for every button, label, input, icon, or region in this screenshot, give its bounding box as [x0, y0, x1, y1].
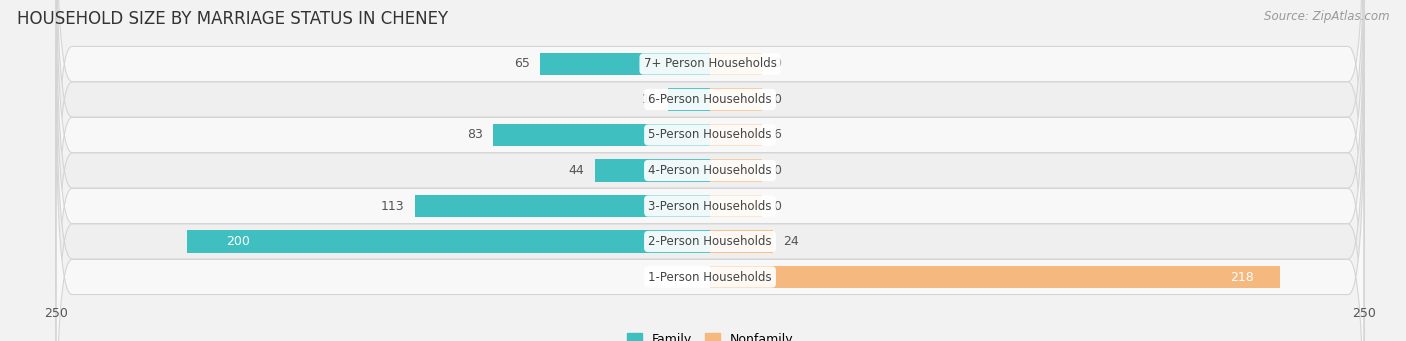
Text: 44: 44: [569, 164, 585, 177]
Text: 65: 65: [513, 58, 530, 71]
Text: 0: 0: [773, 199, 780, 212]
Text: 1-Person Households: 1-Person Households: [648, 270, 772, 283]
Text: 7+ Person Households: 7+ Person Households: [644, 58, 776, 71]
Bar: [710, 89, 762, 110]
Text: 6-Person Households: 6-Person Households: [648, 93, 772, 106]
Bar: [710, 231, 773, 252]
Text: 5-Person Households: 5-Person Households: [648, 129, 772, 142]
Text: 3-Person Households: 3-Person Households: [648, 199, 772, 212]
Text: 218: 218: [1230, 270, 1254, 283]
Text: 6: 6: [773, 129, 780, 142]
Text: 200: 200: [226, 235, 250, 248]
FancyBboxPatch shape: [56, 0, 1364, 295]
Bar: [187, 231, 710, 252]
FancyBboxPatch shape: [56, 81, 1364, 341]
Legend: Family, Nonfamily: Family, Nonfamily: [621, 328, 799, 341]
Text: 113: 113: [381, 199, 404, 212]
FancyBboxPatch shape: [56, 0, 1364, 260]
Bar: [540, 53, 710, 75]
Text: HOUSEHOLD SIZE BY MARRIAGE STATUS IN CHENEY: HOUSEHOLD SIZE BY MARRIAGE STATUS IN CHE…: [17, 10, 449, 28]
Bar: [415, 195, 710, 217]
Text: 0: 0: [773, 164, 780, 177]
Text: 4-Person Households: 4-Person Households: [648, 164, 772, 177]
Bar: [710, 124, 762, 146]
Bar: [710, 160, 762, 181]
Text: 2-Person Households: 2-Person Households: [648, 235, 772, 248]
Bar: [668, 89, 710, 110]
Bar: [494, 124, 710, 146]
Text: 0: 0: [773, 58, 780, 71]
Text: 0: 0: [773, 93, 780, 106]
FancyBboxPatch shape: [56, 0, 1364, 341]
Text: 16: 16: [643, 93, 658, 106]
Text: 83: 83: [467, 129, 482, 142]
FancyBboxPatch shape: [56, 0, 1364, 330]
FancyBboxPatch shape: [56, 46, 1364, 341]
Bar: [595, 160, 710, 181]
Text: 24: 24: [783, 235, 799, 248]
Bar: [710, 266, 1279, 288]
FancyBboxPatch shape: [56, 11, 1364, 341]
Text: Source: ZipAtlas.com: Source: ZipAtlas.com: [1264, 10, 1389, 23]
Bar: [710, 195, 762, 217]
Bar: [710, 53, 762, 75]
